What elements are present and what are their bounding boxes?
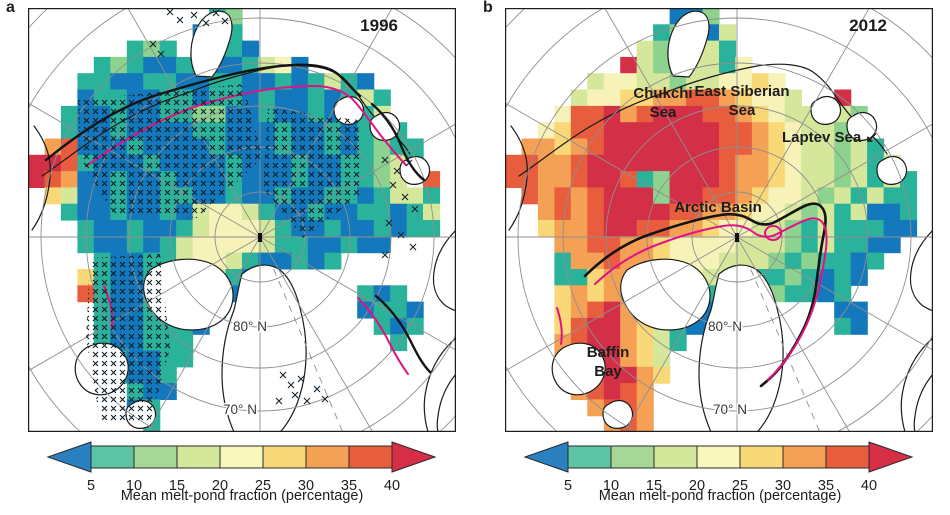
colorbar-tick: 15	[169, 478, 185, 494]
colorbar-b: 5 10 15 20 25 30 35 40	[523, 441, 914, 494]
map-panel-2012: 80° N 70° N Chukchi Sea East Siberian Sea Lapt…	[505, 8, 933, 432]
colorbar-tick: 20	[212, 478, 228, 494]
map-frame	[505, 8, 933, 432]
coastline	[436, 373, 456, 432]
colorbar-tick: 25	[255, 478, 271, 494]
coastline	[876, 155, 908, 185]
region-label: Sea	[729, 102, 756, 119]
colorbar-arrow-high	[868, 441, 914, 473]
ice-edge-black	[374, 294, 432, 374]
region-label: East Siberian	[694, 83, 789, 100]
colorbar-tick: 20	[689, 478, 705, 494]
hatch-region	[263, 108, 363, 238]
graticule	[505, 8, 933, 432]
coastline	[846, 111, 878, 141]
colorbar-arrow-high	[391, 441, 437, 473]
colorbar-segment	[610, 445, 655, 469]
latitude-label: 70° N	[223, 402, 257, 417]
coastline	[913, 373, 933, 432]
coastline	[909, 229, 933, 312]
colorbar-tick: 30	[298, 478, 314, 494]
colorbar-caption-a: Mean melt-pond fraction (percentage)	[120, 488, 364, 504]
map-panel-1996: 80° N 70° N	[28, 8, 456, 432]
panel-b-letter: b	[483, 0, 493, 16]
colorbar-segment	[90, 445, 135, 469]
coastline	[432, 229, 456, 312]
colorbar-tick: 10	[603, 478, 619, 494]
colorbar-segment	[782, 445, 827, 469]
colorbar-segment	[653, 445, 698, 469]
latitude-label: 80° N	[708, 319, 742, 334]
ice-edge-black	[370, 102, 426, 182]
colorbar-tick: 40	[384, 478, 400, 494]
hatch-region	[86, 254, 170, 423]
coastline	[602, 399, 634, 429]
scatter-x-marks	[149, 8, 419, 405]
panel-a-letter: a	[6, 0, 15, 16]
colorbar-tick: 5	[564, 478, 572, 494]
colorbar-tick: 5	[87, 478, 95, 494]
map-frame	[28, 8, 456, 432]
coastline	[190, 10, 233, 78]
colorbar-tick: 25	[732, 478, 748, 494]
colorbar-tick: 35	[818, 478, 834, 494]
latitude-label: 80° N	[233, 319, 267, 334]
colorbar-segment	[305, 445, 350, 469]
colorbar-segment	[219, 445, 264, 469]
colorbar-segment	[739, 445, 784, 469]
ice-edge-magenta	[594, 217, 828, 381]
colorbar-tick: 40	[861, 478, 877, 494]
colorbar-caption-b: Mean melt-pond fraction (percentage)	[598, 488, 842, 504]
colorbar-tick: 35	[341, 478, 357, 494]
region-label: Baffin	[587, 344, 630, 361]
year-label-a: 1996	[360, 16, 398, 35]
coastline	[551, 342, 606, 396]
colorbar-tick: 15	[646, 478, 662, 494]
colorbar-tick: 30	[775, 478, 791, 494]
ice-edge-magenta	[556, 307, 563, 345]
coastline	[31, 125, 51, 231]
region-label: Arctic Basin	[674, 199, 762, 216]
coastline	[667, 10, 710, 78]
colorbar-segment	[825, 445, 870, 469]
colorbar-segment	[176, 445, 221, 469]
colorbar-segment	[696, 445, 741, 469]
colorbar-segment	[133, 445, 178, 469]
coastline	[900, 337, 933, 432]
latitude-label: 70° N	[713, 402, 747, 417]
region-label: Sea	[650, 104, 677, 121]
colorbar-segment	[567, 445, 612, 469]
coastline	[423, 337, 456, 432]
coastline	[508, 125, 528, 231]
colorbar-tick: 10	[126, 478, 142, 494]
colorbar-arrow-low	[523, 441, 569, 473]
colorbar-a: 5 10 15 20 25 30 35 40	[46, 441, 437, 494]
year-label-b: 2012	[849, 16, 887, 35]
colorbar-arrow-low	[46, 441, 92, 473]
coastline	[810, 95, 842, 125]
region-label: Bay	[594, 363, 622, 380]
region-label: Chukchi	[633, 85, 692, 102]
colorbar-segment	[262, 445, 307, 469]
ice-edge-magenta	[764, 225, 783, 241]
hatch-region	[78, 84, 263, 218]
pole-mark	[735, 233, 739, 242]
pole-mark	[258, 233, 262, 242]
region-label: Laptev Sea ↙	[782, 129, 878, 146]
ice-edge-magenta	[357, 297, 409, 375]
colorbar-segment	[348, 445, 393, 469]
